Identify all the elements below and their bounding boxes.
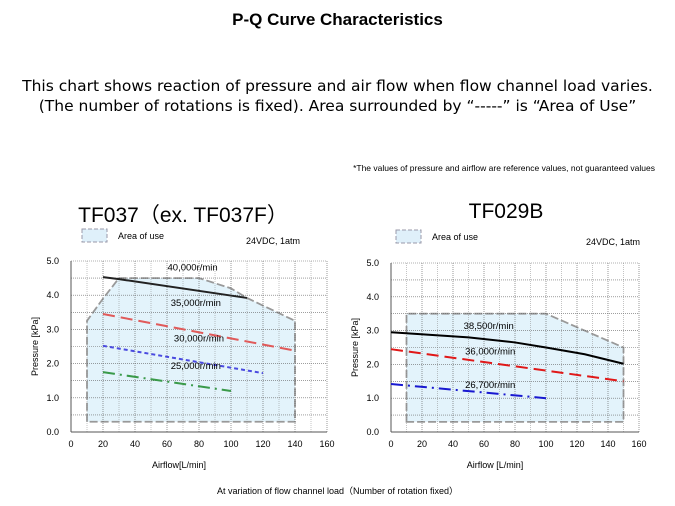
- series-label: 30,000r/min: [174, 334, 224, 345]
- x-tick-label: 80: [510, 439, 520, 449]
- x-tick-label: 160: [631, 439, 646, 449]
- y-tick-label: 1.0: [46, 393, 59, 403]
- y-tick-label: 2.0: [366, 359, 379, 369]
- y-tick-label: 1.0: [366, 393, 379, 403]
- x-tick-label: 40: [130, 439, 140, 449]
- series-line-36000: [390, 348, 624, 383]
- series-line-30000: [102, 344, 264, 375]
- disclaimer-note: *The values of pressure and airflow are …: [353, 163, 655, 173]
- x-tick-label: 100: [223, 439, 238, 449]
- x-tick-label: 80: [194, 439, 204, 449]
- x-tick-label: 40: [448, 439, 458, 449]
- page-title: P-Q Curve Characteristics: [232, 10, 443, 29]
- condition-label: 24VDC, 1atm: [246, 236, 300, 246]
- legend-label: Area of use: [118, 231, 164, 241]
- x-axis-label: Airflow [L/min]: [467, 460, 524, 470]
- legend-label: Area of use: [432, 232, 478, 242]
- x-tick-label: 0: [388, 439, 393, 449]
- x-tick-label: 60: [162, 439, 172, 449]
- x-tick-label: 60: [479, 439, 489, 449]
- x-tick-label: 0: [68, 439, 73, 449]
- y-tick-label: 4.0: [366, 292, 379, 302]
- chart-title: TF029B: [469, 200, 544, 223]
- description: This chart shows reaction of pressure an…: [22, 77, 653, 115]
- x-tick-label: 100: [538, 439, 553, 449]
- condition-label: 24VDC, 1atm: [586, 237, 640, 247]
- footer-caption: At variation of flow channel load（Number…: [216, 486, 459, 496]
- y-axis-label: Pressure [kPa]: [30, 317, 40, 376]
- y-tick-label: 4.0: [46, 290, 59, 300]
- series-label: 38,500r/min: [464, 321, 514, 332]
- x-tick-label: 140: [600, 439, 615, 449]
- x-tick-label: 120: [569, 439, 584, 449]
- series-label: 25,000r/min: [171, 361, 221, 372]
- y-axis-label: Pressure [kPa]: [350, 318, 360, 377]
- series-line-35000: [102, 313, 296, 352]
- series-line-26700: [390, 383, 547, 400]
- series-label: 35,000r/min: [171, 298, 221, 309]
- x-tick-label: 140: [287, 439, 302, 449]
- y-tick-label: 3.0: [366, 326, 379, 336]
- series-label: 36,000r/min: [465, 346, 515, 357]
- y-tick-label: 2.0: [46, 359, 59, 369]
- y-tick-label: 0.0: [366, 427, 379, 437]
- legend-swatch: [81, 228, 108, 243]
- legend-swatch: [395, 229, 422, 244]
- x-tick-label: 20: [417, 439, 427, 449]
- x-tick-label: 160: [319, 439, 334, 449]
- series-line-40000: [102, 276, 248, 299]
- chart-title: TF037（ex. TF037F）: [78, 204, 288, 227]
- x-axis-label: Airflow[L/min]: [152, 460, 206, 470]
- series-label: 40,000r/min: [168, 263, 218, 274]
- x-tick-label: 120: [255, 439, 270, 449]
- y-tick-label: 3.0: [46, 324, 59, 334]
- x-tick-label: 20: [98, 439, 108, 449]
- series-line-38500: [390, 331, 624, 365]
- y-tick-label: 0.0: [46, 427, 59, 437]
- y-tick-label: 5.0: [46, 256, 59, 266]
- y-tick-label: 5.0: [366, 258, 379, 268]
- series-label: 26,700r/min: [465, 380, 515, 391]
- series-line-25000: [102, 371, 232, 392]
